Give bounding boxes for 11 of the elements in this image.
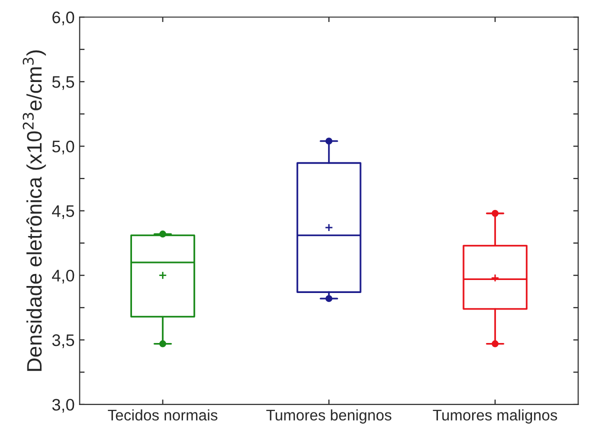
- x-tick-label: Tecidos normais: [108, 409, 218, 421]
- y-tick-label: 4,0: [52, 270, 74, 284]
- y-axis-title: Densidade eletrônica (x10$^{23}$e/cm$^{3}$): [22, 50, 46, 371]
- y-tick-label: 4,5: [52, 205, 74, 219]
- y-tick-label: 3,5: [52, 334, 74, 348]
- y-tick-label: 5,0: [52, 140, 74, 154]
- x-tick-label: Tumores benignos: [266, 409, 392, 424]
- y-tick-label: 5,5: [52, 76, 74, 90]
- x-tick-label: Tumores malignos: [432, 409, 558, 424]
- y-tick-label: 6,0: [52, 12, 74, 26]
- y-tick-label: 3,0: [52, 398, 74, 413]
